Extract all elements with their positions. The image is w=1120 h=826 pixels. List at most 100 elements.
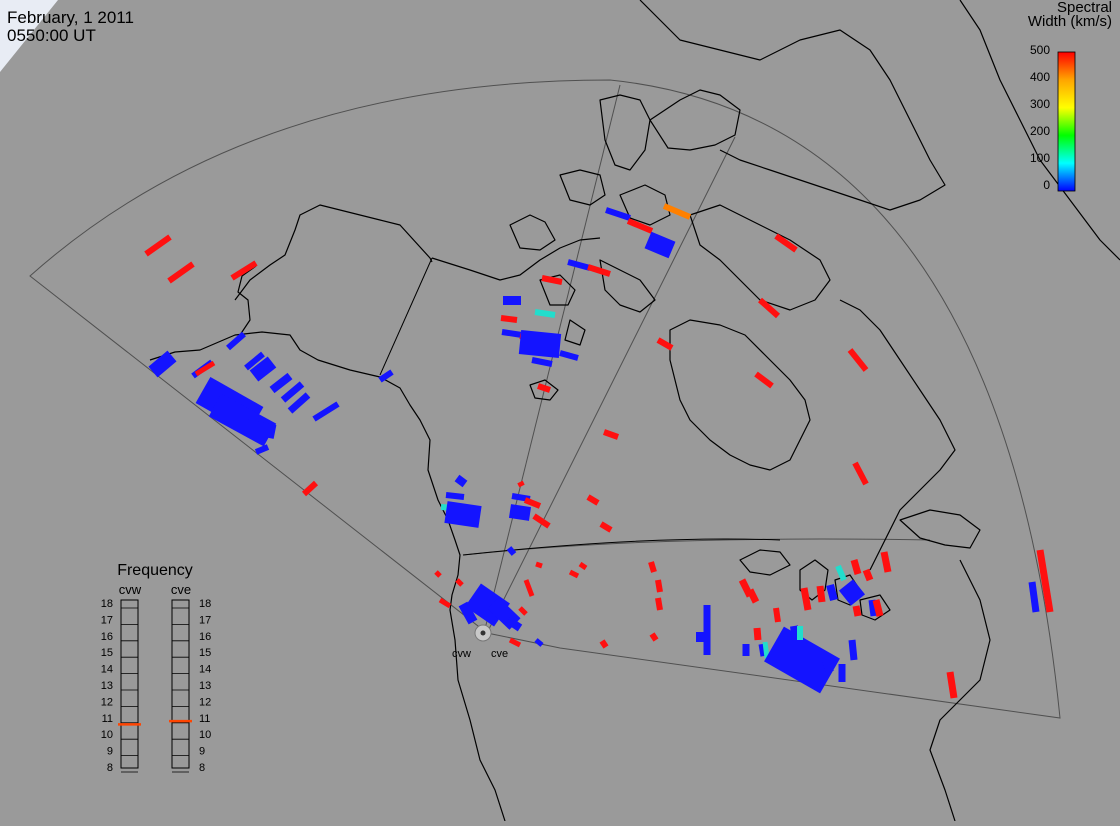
colorbar-title-line1: Spectral	[1056, 0, 1112, 16]
echo-cell	[868, 599, 878, 617]
frequency-tick-cve: 16	[199, 631, 211, 643]
echo-cell	[506, 546, 517, 556]
frequency-tick-cve: 9	[199, 746, 205, 758]
echo-cell	[455, 578, 464, 587]
echo-cell	[534, 638, 544, 647]
echo-cell	[655, 597, 663, 611]
echo-cell	[880, 551, 892, 573]
echo-cell	[505, 616, 523, 632]
echo-cell	[301, 480, 319, 497]
radar-sites: cvw cve	[452, 624, 508, 660]
frequency-tick-cvw: 13	[101, 680, 113, 692]
frequency-tick-cvw: 17	[101, 614, 113, 626]
echo-cell	[244, 351, 265, 371]
frequency-tick-cve: 12	[199, 696, 211, 708]
frequency-tick-cve: 17	[199, 614, 211, 626]
frequency-tick-cve: 13	[199, 680, 211, 692]
frequency-tick-cve: 10	[199, 729, 211, 741]
frequency-tick-cve: 11	[199, 713, 210, 725]
frequency-tick-cvw: 16	[101, 631, 113, 643]
echo-cell	[532, 513, 551, 529]
frequency-tick-cvw: 15	[101, 647, 113, 659]
echo-cell	[758, 297, 780, 319]
echo-cell	[822, 658, 834, 674]
coastlines	[149, 0, 1120, 822]
colorbar-title-line2: Width (km/s)	[1027, 13, 1112, 30]
echo-cell	[872, 599, 884, 617]
echo-cell	[1036, 549, 1054, 613]
frequency-tick-cvw: 11	[102, 713, 113, 725]
echo-cell	[559, 350, 579, 361]
echo-cell	[746, 588, 760, 604]
colorbar-tick: 0	[1043, 178, 1050, 192]
echo-cell	[838, 579, 866, 606]
echo-cell	[517, 480, 525, 488]
echo-cell	[518, 606, 528, 616]
frequency-tick-cvw: 9	[107, 746, 113, 758]
plot-time: 0550:00 UT	[7, 26, 96, 45]
colorbar-tick: 100	[1030, 151, 1050, 165]
echo-cell	[946, 671, 958, 699]
echo-cell	[648, 561, 657, 573]
echo-cell	[790, 625, 800, 641]
echo-cell	[762, 641, 770, 659]
echo-cell	[602, 429, 620, 440]
echo-cell	[523, 579, 535, 597]
echo-cell	[850, 559, 862, 575]
cve-site-label: cve	[491, 648, 508, 660]
echo-cell	[862, 568, 874, 582]
echo-cell	[280, 381, 305, 403]
echo-cell	[1028, 581, 1040, 613]
echo-cell	[378, 369, 394, 383]
echo-cell	[531, 357, 553, 367]
frequency-tick-cvw: 10	[101, 729, 113, 741]
echo-cell	[826, 583, 838, 602]
echo-cell	[662, 203, 692, 220]
echo-cell	[249, 356, 277, 382]
frequency-tick-cve: 15	[199, 647, 211, 659]
echo-cell	[445, 492, 465, 500]
colorbar-tick: 300	[1030, 97, 1050, 111]
echo-cell	[194, 360, 216, 377]
echo-cell	[578, 561, 588, 571]
frequency-tick-cvw: 14	[101, 664, 113, 676]
echo-cell	[226, 331, 246, 351]
echo-cell	[655, 579, 663, 593]
echo-cell	[444, 501, 482, 528]
frequency-title: Frequency	[117, 562, 193, 579]
echo-cell	[287, 392, 311, 414]
echo-cell	[438, 597, 452, 609]
echo-cell	[644, 231, 676, 259]
frequency-tick-cvw: 12	[101, 696, 113, 708]
echo-cell	[599, 639, 609, 649]
echo-cell	[568, 569, 580, 579]
frequency-tick-cve: 8	[199, 762, 205, 774]
radar-site-center	[480, 630, 486, 636]
colorbar: 500 400 300 200 100 0	[1030, 43, 1076, 192]
frequency-cvw-label: cvw	[119, 582, 142, 597]
echo-cell	[501, 329, 523, 338]
echo-cell	[254, 444, 270, 455]
echo-cell	[587, 264, 611, 277]
echo-cell	[848, 639, 858, 661]
plot-date: February, 1 2011	[7, 8, 134, 27]
corner-sky-patch	[0, 0, 58, 72]
echo-cell	[541, 275, 563, 285]
echo-cell	[656, 337, 674, 351]
echo-cell	[835, 564, 847, 582]
echo-cell	[626, 218, 654, 234]
echo-cell	[230, 260, 258, 281]
frequency-panel: Frequency cvw cve 18 18 17 17 16 16 15 15 14 14 13…	[101, 562, 212, 774]
echo-cell	[599, 521, 613, 533]
echo-cell	[523, 497, 542, 509]
echo-cell	[567, 259, 591, 271]
echo-cell	[518, 330, 562, 358]
echo-cell	[454, 474, 468, 488]
colorbar-tick: 400	[1030, 70, 1050, 84]
echo-cell	[764, 626, 840, 694]
frequency-cvw-bar	[120, 599, 139, 769]
echo-cell	[312, 401, 340, 422]
echo-cell	[269, 372, 293, 394]
